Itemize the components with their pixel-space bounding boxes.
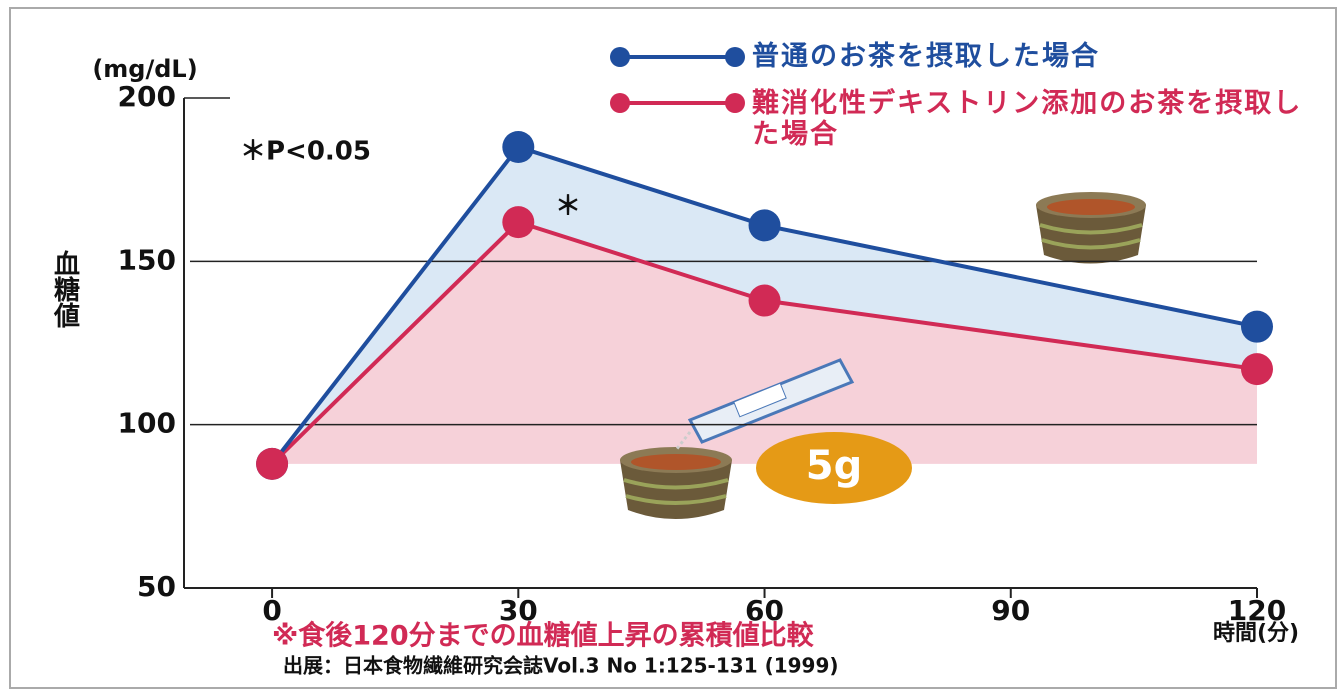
x-tick-label: 90: [991, 594, 1030, 627]
point: [502, 131, 535, 163]
legend-dot: [610, 93, 630, 113]
x-axis-label: 時間(分): [1213, 621, 1299, 646]
y-tick-label: 200: [118, 80, 176, 113]
point: [1241, 353, 1273, 386]
area: [272, 222, 1258, 464]
x-tick-label: 30: [499, 594, 538, 627]
cup-icon: [1036, 192, 1146, 264]
annotation: ＊: [555, 192, 581, 222]
source: 出展：日本食物繊維研究会誌Vol.3 No 1:125-131 (1999): [283, 654, 839, 678]
line: [270, 144, 1258, 466]
footnote: ※食後120分までの血糖値上昇の累積値比較: [272, 620, 815, 652]
y-tick-label: 150: [118, 243, 176, 276]
annotation: ＊P<0.05: [240, 137, 371, 167]
point: [1241, 310, 1273, 343]
frame: [9, 7, 1337, 689]
legend-dot: [725, 93, 745, 113]
y-tick-label: 100: [118, 407, 176, 440]
cup-icon: [620, 447, 732, 519]
badge: [756, 432, 912, 504]
line: [270, 219, 1258, 466]
point: [748, 284, 781, 317]
legend-dot: [725, 47, 745, 67]
badge-label: 5g: [806, 443, 862, 489]
y-tick-label: 50: [137, 570, 176, 603]
x-tick-label: 0: [262, 594, 281, 627]
legend-label: 難消化性デキストリン添加のお茶を摂取した場合: [752, 88, 1303, 150]
y-axis-label: 血糖値: [50, 250, 81, 328]
y-unit: (mg/dL): [92, 55, 197, 83]
point: [502, 206, 535, 239]
legend-label: 普通のお茶を摂取した場合: [752, 41, 1100, 72]
x-tick-label: 120: [1228, 594, 1286, 627]
stick-icon: [674, 358, 855, 451]
point: [748, 209, 781, 242]
x-tick-label: 60: [745, 594, 784, 627]
point: [256, 447, 289, 480]
legend-dot: [610, 47, 630, 67]
area: [272, 147, 1258, 464]
